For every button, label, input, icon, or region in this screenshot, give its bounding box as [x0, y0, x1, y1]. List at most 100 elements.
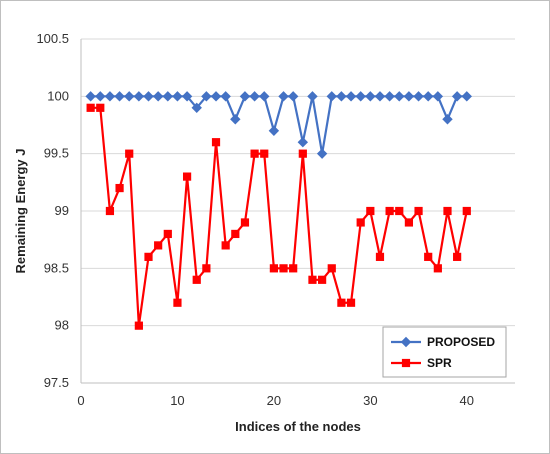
legend-marker-proposed: [400, 336, 412, 348]
data-point-proposed: [442, 114, 453, 125]
data-point-spr: [337, 298, 346, 307]
y-tick-label: 99.5: [44, 146, 69, 161]
data-point-spr: [163, 229, 172, 239]
data-point-proposed: [336, 91, 347, 102]
y-tick-label: 100: [47, 88, 69, 103]
data-point-spr: [298, 149, 307, 158]
data-point-proposed: [278, 91, 289, 102]
data-point-proposed: [268, 125, 280, 136]
data-point-proposed: [451, 91, 463, 102]
data-point-proposed: [104, 91, 116, 102]
data-point-proposed: [181, 91, 193, 102]
data-point-proposed: [365, 91, 376, 102]
data-point-proposed: [191, 102, 202, 114]
data-point-spr: [327, 264, 336, 273]
data-point-spr: [433, 264, 442, 273]
data-point-proposed: [355, 91, 366, 102]
data-point-spr: [211, 138, 221, 147]
legend-item-spr: SPR: [391, 356, 452, 370]
data-point-spr: [115, 183, 124, 193]
series-line-proposed: [90, 95, 467, 155]
axes: 97.5 98 98.5 99 99.5 100 100.5 0 10 20 30 40: [36, 31, 515, 408]
data-point-proposed: [220, 91, 231, 102]
data-point-proposed: [143, 91, 154, 102]
data-point-proposed: [432, 91, 444, 102]
legend-item-proposed: PROPOSED: [391, 335, 495, 349]
x-tick-label: 10: [170, 393, 184, 408]
data-point-spr: [202, 264, 211, 273]
data-point-spr: [443, 206, 452, 216]
data-point-spr: [414, 206, 423, 216]
data-point-proposed: [403, 91, 415, 102]
data-point-proposed: [95, 91, 106, 102]
data-point-proposed: [124, 91, 135, 102]
data-point-spr: [356, 218, 365, 227]
data-point-spr: [144, 252, 153, 261]
data-point-proposed: [259, 91, 270, 102]
data-point-spr: [231, 229, 240, 239]
data-point-proposed: [152, 91, 164, 102]
x-tick-label: 20: [267, 393, 281, 408]
data-point-spr: [134, 321, 143, 330]
series-group: [85, 91, 472, 330]
data-point-spr: [105, 206, 115, 216]
data-point-spr: [346, 298, 356, 307]
y-axis-title: Remaining Energy J: [13, 149, 28, 274]
data-point-proposed: [374, 91, 386, 102]
data-point-spr: [192, 275, 201, 284]
data-point-proposed: [461, 91, 472, 102]
data-point-proposed: [201, 91, 212, 102]
series-proposed: [85, 91, 472, 159]
data-point-proposed: [384, 91, 395, 102]
data-point-proposed: [85, 91, 96, 102]
legend-box: [382, 326, 507, 378]
x-tick-label: 30: [363, 393, 377, 408]
legend: PROPOSED SPR: [382, 326, 507, 378]
data-point-spr: [173, 298, 182, 307]
data-point-spr: [260, 149, 269, 158]
data-point-spr: [318, 275, 327, 284]
data-point-proposed: [249, 91, 260, 102]
data-point-spr: [366, 206, 375, 216]
data-point-spr: [395, 206, 404, 216]
data-point-spr: [240, 218, 250, 227]
data-point-proposed: [394, 91, 405, 102]
data-point-spr: [385, 206, 394, 216]
data-point-proposed: [287, 91, 299, 102]
legend-marker-spr: [401, 358, 411, 368]
series-line-spr: [90, 106, 468, 327]
data-point-proposed: [422, 91, 434, 102]
data-point-proposed: [230, 114, 241, 125]
data-point-proposed: [326, 91, 337, 102]
data-point-spr: [221, 241, 230, 250]
data-point-proposed: [307, 91, 318, 102]
data-point-spr: [96, 103, 105, 112]
data-point-proposed: [239, 91, 251, 102]
data-point-proposed: [413, 91, 424, 102]
y-tick-label: 99: [55, 203, 69, 218]
data-point-spr: [289, 264, 298, 273]
data-point-spr: [308, 275, 317, 284]
data-point-spr: [404, 218, 414, 227]
x-axis-title: Indices of the nodes: [235, 419, 361, 434]
data-point-spr: [279, 264, 288, 273]
data-point-proposed: [210, 91, 222, 102]
legend-label-spr: SPR: [427, 356, 452, 370]
x-tick-label: 40: [460, 393, 474, 408]
data-point-spr: [154, 241, 163, 250]
data-point-proposed: [345, 91, 357, 102]
data-point-proposed: [316, 148, 328, 159]
data-point-proposed: [162, 91, 174, 102]
y-tick-label: 97.5: [44, 375, 69, 390]
data-point-proposed: [172, 91, 183, 102]
data-point-spr: [269, 264, 278, 273]
y-tick-label: 98.5: [44, 260, 69, 275]
series-spr: [86, 103, 471, 330]
y-tick-label: 100.5: [36, 31, 69, 46]
data-point-spr: [86, 103, 95, 112]
data-point-spr: [424, 252, 433, 261]
data-point-proposed: [114, 91, 125, 102]
data-point-spr: [462, 206, 471, 216]
